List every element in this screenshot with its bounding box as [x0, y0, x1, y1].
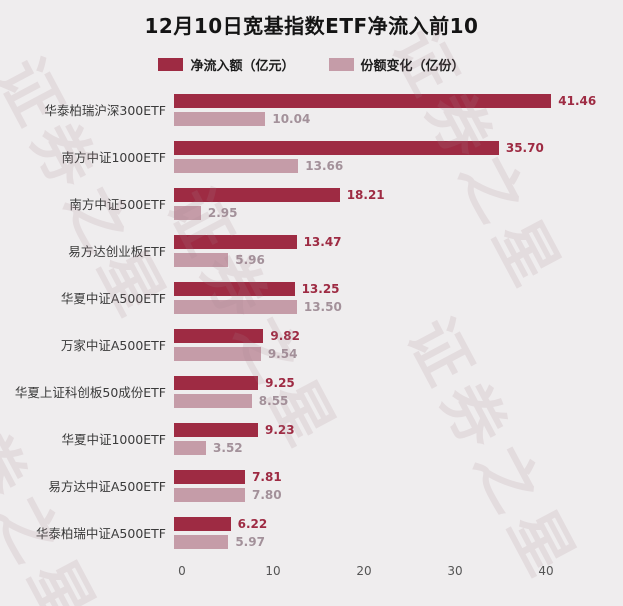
- share-change-bar: [174, 252, 229, 267]
- chart-row: 万家中证A500ETF 9.82 9.54: [0, 321, 623, 368]
- category-label: 华夏上证科创板50成份ETF: [14, 385, 166, 400]
- chart-row: 南方中证1000ETF 35.70 13.66: [0, 133, 623, 180]
- net-inflow-value: 18.21: [346, 187, 385, 202]
- chart-row: 华泰柏瑞中证A500ETF 6.22 5.97: [0, 509, 623, 556]
- x-axis-tick: 30: [447, 564, 463, 578]
- category-label: 华夏中证A500ETF: [60, 291, 166, 306]
- share-change-value: 5.97: [235, 534, 265, 549]
- net-inflow-value: 7.81: [252, 469, 282, 484]
- share-change-swatch: [328, 58, 354, 71]
- category-label: 易方达中证A500ETF: [48, 479, 166, 494]
- net-inflow-bar: [174, 375, 259, 390]
- net-inflow-legend-label: 净流入额（亿元）: [190, 59, 295, 74]
- chart-row: 华泰柏瑞沪深300ETF 41.46 10.04: [0, 86, 623, 133]
- x-axis-tick: 10: [265, 564, 281, 578]
- category-label: 南方中证1000ETF: [61, 150, 166, 165]
- chart-row: 易方达创业板ETF 13.47 5.96: [0, 227, 623, 274]
- share-change-bar: [174, 205, 201, 220]
- net-inflow-bar: [174, 187, 340, 202]
- category-label: 南方中证500ETF: [69, 197, 166, 212]
- net-inflow-bar: [174, 234, 297, 249]
- legend-item-share-change: 份额变化（亿份）: [328, 55, 465, 74]
- share-change-value: 13.50: [303, 299, 342, 314]
- share-change-value: 8.55: [258, 393, 289, 408]
- net-inflow-value: 13.47: [303, 234, 342, 249]
- net-inflow-value: 41.46: [558, 93, 597, 108]
- chart-row: 易方达中证A500ETF 7.81 7.80: [0, 462, 623, 509]
- net-inflow-bar: [174, 281, 295, 296]
- net-inflow-bar: [174, 140, 499, 155]
- chart-rows: 华泰柏瑞沪深300ETF 41.46 10.04 南方中证1000ETF 35.70 13…: [0, 86, 623, 556]
- net-inflow-swatch: [158, 58, 184, 71]
- net-inflow-bar: [174, 93, 552, 108]
- chart-row: 华夏中证1000ETF 9.23 3.52: [0, 415, 623, 462]
- net-inflow-value: 13.25: [301, 281, 340, 296]
- net-inflow-value: 9.25: [265, 375, 295, 390]
- share-change-bar: [174, 346, 261, 361]
- chart-row: 华夏中证A500ETF 13.25 13.50: [0, 274, 623, 321]
- share-change-value: 5.96: [235, 252, 265, 267]
- net-inflow-value: 6.22: [237, 516, 268, 531]
- share-change-value: 2.95: [207, 205, 238, 220]
- chart-row: 南方中证500ETF 18.21 2.95: [0, 180, 623, 227]
- share-change-bar: [174, 111, 266, 126]
- net-inflow-value: 9.23: [264, 422, 295, 437]
- share-change-bar: [174, 534, 229, 549]
- net-inflow-bar: [174, 469, 246, 484]
- net-inflow-value: 9.82: [270, 328, 300, 343]
- share-change-value: 7.80: [251, 487, 282, 502]
- category-label: 易方达创业板ETF: [68, 244, 166, 259]
- category-label: 华泰柏瑞沪深300ETF: [44, 103, 166, 118]
- net-inflow-bar: [174, 516, 231, 531]
- chart-row: 华夏上证科创板50成份ETF 9.25 8.55: [0, 368, 623, 415]
- x-axis-tick: 20: [356, 564, 372, 578]
- share-change-bar: [174, 487, 245, 502]
- chart-title: 12月10日宽基指数ETF净流入前10: [144, 14, 479, 38]
- net-inflow-bar: [174, 328, 264, 343]
- share-change-bar: [174, 158, 299, 173]
- x-axis: 0 10 20 30 40: [178, 564, 623, 582]
- x-axis-tick: 40: [538, 564, 554, 578]
- category-label: 万家中证A500ETF: [60, 338, 166, 353]
- category-label: 华泰柏瑞中证A500ETF: [35, 526, 166, 541]
- share-change-value: 13.66: [305, 158, 344, 173]
- share-change-legend-label: 份额变化（亿份）: [360, 59, 465, 74]
- share-change-bar: [174, 393, 252, 408]
- share-change-bar: [174, 299, 297, 314]
- share-change-value: 3.52: [213, 440, 243, 455]
- share-change-value: 10.04: [272, 111, 311, 126]
- chart-legend: 净流入额（亿元） 份额变化（亿份）: [0, 55, 623, 74]
- category-label: 华夏中证1000ETF: [61, 432, 166, 447]
- x-axis-tick: 0: [178, 564, 186, 578]
- share-change-value: 9.54: [267, 346, 298, 361]
- legend-item-net-inflow: 净流入额（亿元）: [158, 55, 295, 74]
- net-inflow-value: 35.70: [505, 140, 544, 155]
- net-inflow-bar: [174, 422, 258, 437]
- share-change-bar: [174, 440, 207, 455]
